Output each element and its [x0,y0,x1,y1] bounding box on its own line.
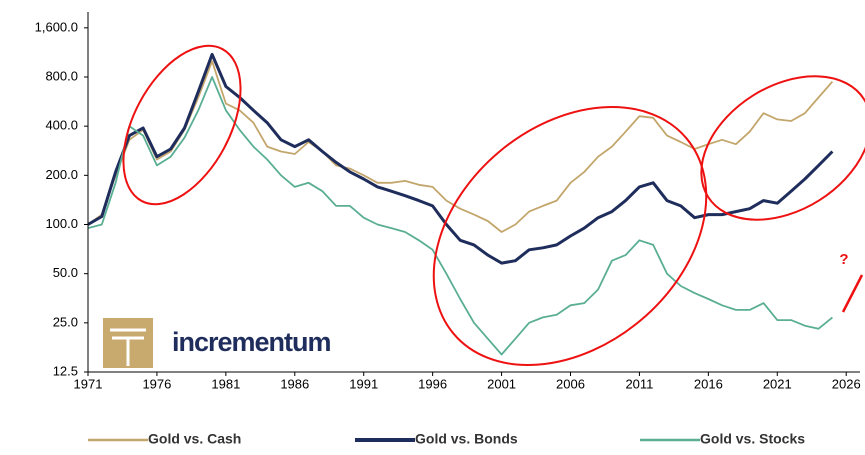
y-tick-label: 25.0 [53,314,78,329]
legend-label: Gold vs. Bonds [415,431,518,447]
legend-label: Gold vs. Stocks [700,431,805,447]
y-tick-label: 12.5 [53,363,78,378]
legend-label: Gold vs. Cash [148,431,241,447]
logo-glyph [110,328,146,366]
y-tick-label: 1,600.0 [35,19,78,34]
x-tick-label: 1981 [211,376,240,391]
x-tick-label: 1996 [418,376,447,391]
x-tick-label: 2026 [832,376,861,391]
x-tick-label: 2016 [694,376,723,391]
arrow [841,274,864,313]
x-tick-label: 2001 [487,376,516,391]
x-tick-label: 1971 [74,376,103,391]
y-tick-label: 100.0 [45,216,78,231]
highlight-ellipse [700,75,865,221]
plot-area: 12.5 25.0 50.0 100.0 200.0 400.0 800.0 1,600.0 1… [35,12,861,447]
x-tick-label: 2021 [763,376,792,391]
x-tick-label: 2011 [625,376,653,391]
highlight-ellipse [432,105,708,367]
x-tick-label: 1976 [142,376,171,391]
y-tick-label: 800.0 [45,68,78,83]
y-tick-label: 50.0 [53,265,78,280]
x-tick-label: 1991 [349,376,378,391]
x-tick-label: 2006 [556,376,585,391]
x-tick-label: 1986 [280,376,309,391]
series-line [87,76,833,356]
y-tick-label: 200.0 [45,167,78,182]
annotation: ? [839,251,848,268]
y-tick-label: 400.0 [45,118,78,133]
logo-text: incrementum [172,327,331,357]
highlight-ellipse [122,44,242,206]
series-line [87,52,834,265]
